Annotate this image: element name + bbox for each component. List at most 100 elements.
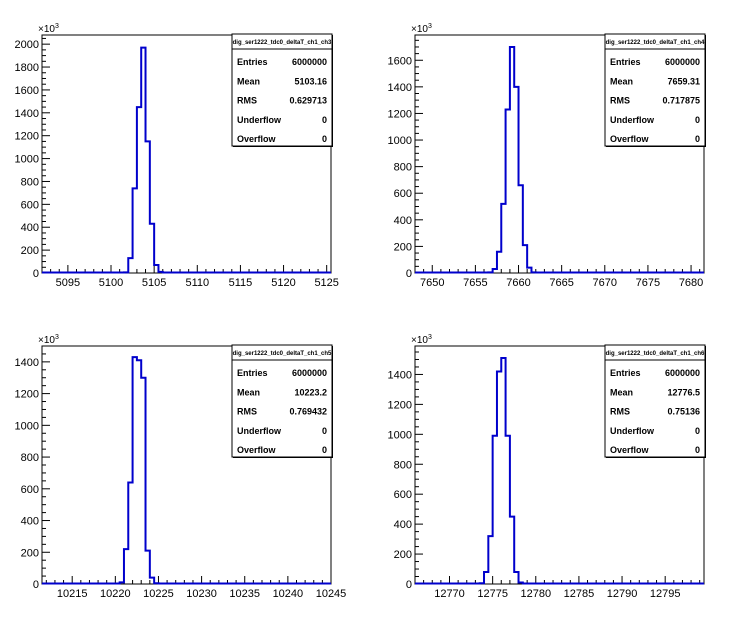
histogram-outline <box>42 356 331 585</box>
y-axis-multiplier: ×103 <box>38 23 59 35</box>
x-tick-label: 7660 <box>506 277 530 289</box>
x-tick-label: 7650 <box>420 277 444 289</box>
x-tick-label: 12795 <box>650 588 681 600</box>
stats-value-underflow: 0 <box>322 426 327 436</box>
y-tick-label: 600 <box>394 489 412 501</box>
y-tick-label: 1000 <box>388 135 412 147</box>
stats-value-mean: 7659.31 <box>667 76 700 86</box>
stats-box <box>604 344 706 458</box>
x-tick-label: 5095 <box>56 277 80 289</box>
y-tick-label: 1400 <box>15 357 39 369</box>
stats-label-rms: RMS <box>237 96 257 106</box>
stats-label-entries: Entries <box>610 368 641 378</box>
x-tick-label: 12780 <box>520 588 551 600</box>
stats-value-rms: 0.769432 <box>289 407 327 417</box>
stats-value-mean: 12776.5 <box>667 387 700 397</box>
x-tick-label: 7665 <box>549 277 573 289</box>
stats-value-underflow: 0 <box>695 426 700 436</box>
stats-label-overflow: Overflow <box>610 134 650 144</box>
y-tick-label: 2000 <box>15 39 39 51</box>
stats-label-rms: RMS <box>610 96 630 106</box>
y-axis-multiplier: ×103 <box>411 334 432 346</box>
x-tick-label: 7680 <box>679 277 703 289</box>
y-tick-label: 600 <box>21 484 39 496</box>
histogram-panel-4: 0 200 400 600 800 1000 1200 1400 ×103 12770 12775 1… <box>373 311 746 622</box>
stats-box-title: dig_ser1222_tdc0_deltaT_ch1_ch4 <box>606 40 705 46</box>
stats-label-mean: Mean <box>610 76 633 86</box>
histogram-outline <box>415 356 704 585</box>
stats-box <box>231 344 333 458</box>
x-tick-label: 12770 <box>434 588 465 600</box>
y-tick-label: 1000 <box>388 429 412 441</box>
y-tick-label: 200 <box>394 549 412 561</box>
x-tick-label: 5100 <box>99 277 123 289</box>
x-tick-label: 5115 <box>229 277 253 289</box>
stats-value-entries: 6000000 <box>292 368 327 378</box>
stats-label-overflow: Overflow <box>237 134 277 144</box>
y-tick-label: 400 <box>21 222 39 234</box>
stats-label-mean: Mean <box>610 387 633 397</box>
y-tick-label: 400 <box>394 519 412 531</box>
stats-value-underflow: 0 <box>695 115 700 125</box>
stats-label-mean: Mean <box>237 76 260 86</box>
y-tick-label: 1600 <box>15 85 39 97</box>
stats-value-rms: 0.717875 <box>662 96 700 106</box>
stats-label-entries: Entries <box>237 57 268 67</box>
y-axis-multiplier: ×103 <box>411 23 432 35</box>
stats-label-overflow: Overflow <box>610 445 650 455</box>
x-tick-label: 7675 <box>636 277 660 289</box>
stats-label-mean: Mean <box>237 387 260 397</box>
stats-label-rms: RMS <box>610 407 630 417</box>
y-tick-label: 0 <box>406 579 412 591</box>
histogram-panel-2: 0 200 400 600 800 1000 1200 1400 1600 ×103 7650 765… <box>373 0 746 311</box>
x-tick-label: 5105 <box>142 277 166 289</box>
stats-value-overflow: 0 <box>695 134 700 144</box>
x-tick-label: 10220 <box>100 588 131 600</box>
y-tick-label: 800 <box>21 176 39 188</box>
y-tick-label: 0 <box>33 268 39 280</box>
y-tick-label: 200 <box>394 241 412 253</box>
x-tick-label: 10235 <box>229 588 260 600</box>
y-tick-label: 0 <box>33 579 39 591</box>
histogram-chart-3: 0 200 400 600 800 1000 1200 1400 ×103 10215 10220 1… <box>15 334 347 600</box>
x-tick-label: 5120 <box>271 277 295 289</box>
y-tick-label: 400 <box>394 215 412 227</box>
y-tick-label: 0 <box>406 268 412 280</box>
x-tick-label: 12785 <box>564 588 595 600</box>
stats-value-rms: 0.629713 <box>289 96 327 106</box>
stats-label-overflow: Overflow <box>237 445 277 455</box>
histogram-bin <box>137 360 141 584</box>
histogram-chart-4: 0 200 400 600 800 1000 1200 1400 ×103 12770 12775 1… <box>388 334 706 600</box>
stats-value-mean: 5103.16 <box>294 76 327 86</box>
stats-value-overflow: 0 <box>695 445 700 455</box>
stats-box-title: dig_ser1222_tdc0_deltaT_ch1_ch5 <box>233 351 332 357</box>
stats-value-entries: 6000000 <box>665 57 700 67</box>
stats-label-rms: RMS <box>237 407 257 417</box>
y-tick-label: 1400 <box>15 108 39 120</box>
x-tick-label: 12790 <box>607 588 638 600</box>
y-tick-label: 1000 <box>15 154 39 166</box>
y-tick-label: 800 <box>394 459 412 471</box>
x-tick-label: 10215 <box>57 588 88 600</box>
y-tick-label: 600 <box>394 188 412 200</box>
histogram-outline <box>415 45 704 274</box>
y-tick-label: 400 <box>21 516 39 528</box>
histogram-chart-1: 0 200 400 600 800 1000 1200 1400 1600 1800 2000 ×10… <box>15 23 339 289</box>
stats-box-title: dig_ser1222_tdc0_deltaT_ch1_ch3 <box>233 40 332 46</box>
y-tick-label: 1600 <box>388 55 412 67</box>
stats-label-underflow: Underflow <box>610 115 655 125</box>
stats-value-entries: 6000000 <box>665 368 700 378</box>
y-tick-label: 1800 <box>15 62 39 74</box>
stats-label-entries: Entries <box>610 57 641 67</box>
y-tick-label: 1200 <box>388 399 412 411</box>
stats-value-overflow: 0 <box>322 134 327 144</box>
y-tick-label: 1200 <box>388 108 412 120</box>
x-tick-label: 7655 <box>463 277 487 289</box>
x-tick-label: 10240 <box>273 588 304 600</box>
y-axis-multiplier: ×103 <box>38 334 59 346</box>
y-tick-label: 1400 <box>388 82 412 94</box>
x-tick-label: 10230 <box>186 588 217 600</box>
y-tick-label: 800 <box>394 162 412 174</box>
histogram-panel-1: 0 200 400 600 800 1000 1200 1400 1600 1800 2000 ×10… <box>0 0 373 311</box>
stats-value-underflow: 0 <box>322 115 327 125</box>
